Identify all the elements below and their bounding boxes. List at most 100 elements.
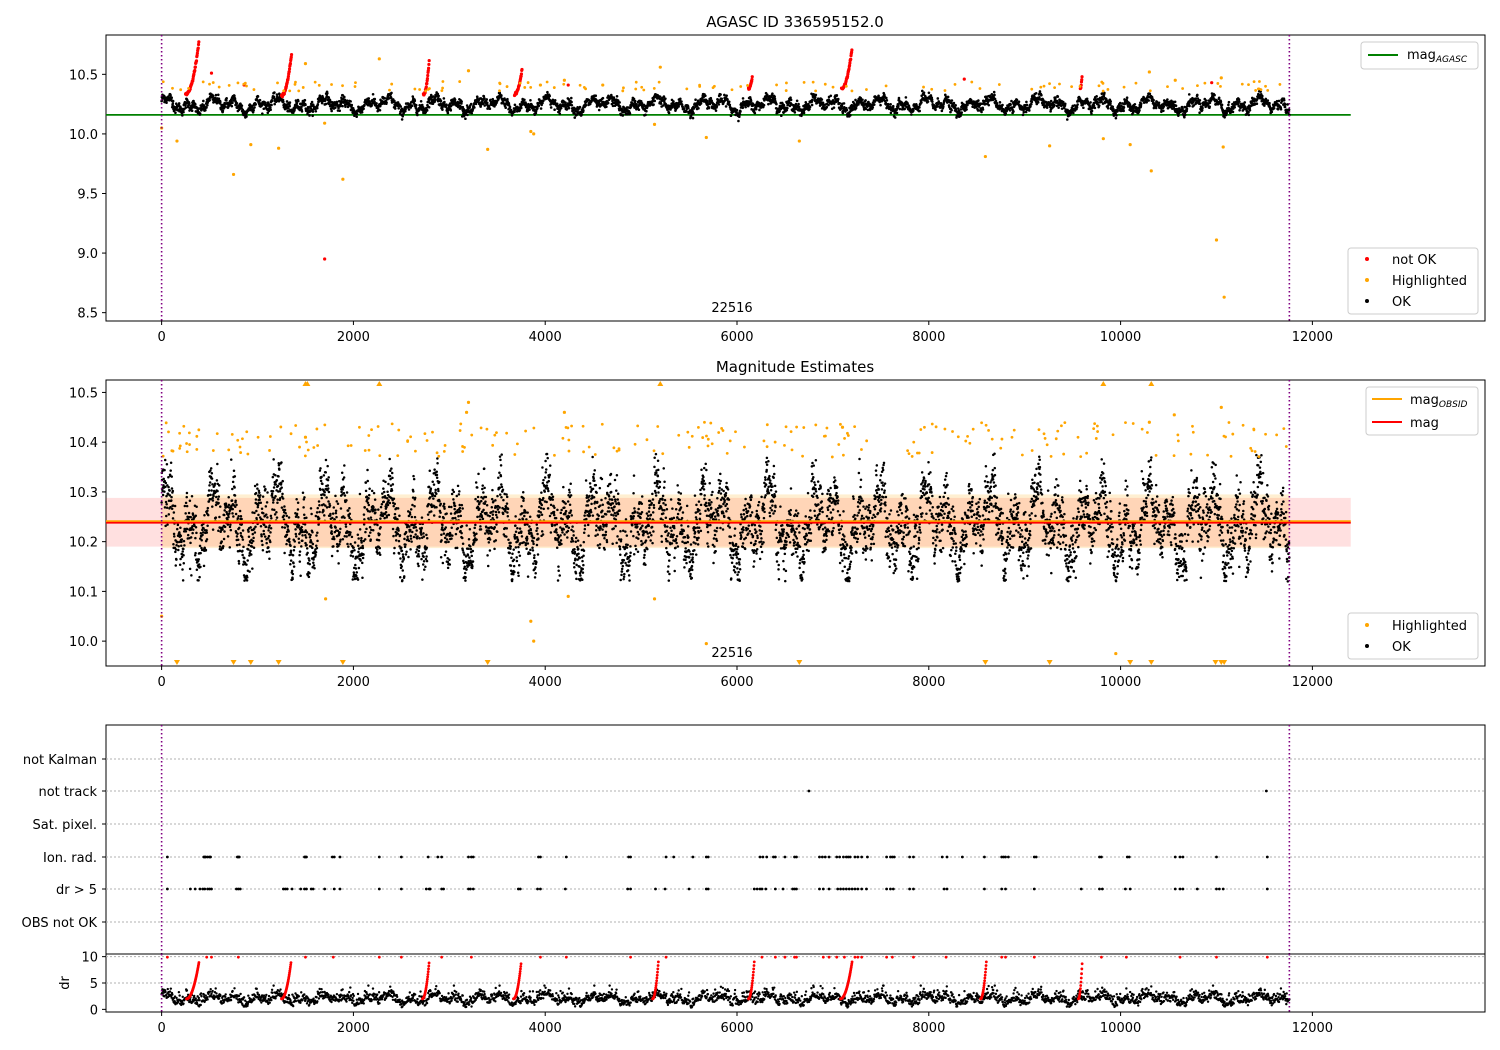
ok-point xyxy=(168,494,172,497)
ok-point xyxy=(289,544,292,547)
ok-point xyxy=(184,530,188,533)
highlighted-point xyxy=(823,82,827,86)
ok-point xyxy=(233,94,236,98)
not-ok-point xyxy=(209,71,214,75)
ok-point xyxy=(177,102,181,105)
ok-point xyxy=(254,525,257,528)
ok-point xyxy=(182,561,186,565)
highlighted-point xyxy=(440,89,444,93)
ok-point xyxy=(166,523,169,526)
highlighted-point xyxy=(685,87,689,91)
ok-point xyxy=(283,505,286,508)
ok-point xyxy=(786,106,789,110)
highlighted-point xyxy=(1147,70,1151,74)
highlighted-point xyxy=(526,81,530,84)
ok-point xyxy=(195,505,198,509)
ok-point xyxy=(1122,109,1125,113)
ok-point xyxy=(181,579,185,582)
ok-point xyxy=(903,107,907,111)
ok-point xyxy=(230,99,233,103)
ok-point xyxy=(273,513,277,516)
ok-point xyxy=(247,548,250,551)
ok-point xyxy=(375,102,378,105)
ok-point xyxy=(176,523,180,527)
ok-point xyxy=(344,105,347,108)
ok-point xyxy=(519,106,523,110)
ok-point xyxy=(169,93,172,97)
ok-point xyxy=(218,515,221,519)
ok-point xyxy=(255,483,259,486)
ok-point xyxy=(196,108,200,112)
ok-point xyxy=(400,118,404,121)
ok-point xyxy=(1085,97,1089,101)
ok-point xyxy=(173,535,176,538)
ok-point xyxy=(306,112,309,116)
ok-point xyxy=(699,102,703,105)
ok-point xyxy=(206,513,210,517)
ok-point xyxy=(849,113,852,117)
ok-point xyxy=(802,111,806,115)
ok-point xyxy=(182,110,185,114)
ok-point xyxy=(292,561,295,565)
ok-point xyxy=(691,116,695,120)
ok-point xyxy=(1008,109,1012,112)
ok-point xyxy=(298,560,302,563)
ok-point xyxy=(567,106,571,110)
highlighted-point xyxy=(1266,89,1270,92)
ok-point xyxy=(1128,103,1132,106)
ok-point xyxy=(338,109,342,113)
ok-point xyxy=(197,579,200,582)
ok-point xyxy=(362,107,365,111)
ok-point xyxy=(261,548,265,552)
ok-point xyxy=(570,103,574,107)
highlighted-point xyxy=(545,80,549,84)
ok-point xyxy=(220,540,223,543)
highlighted-point xyxy=(330,83,333,86)
ok-point xyxy=(172,532,176,536)
ok-point xyxy=(378,108,382,112)
ok-point xyxy=(1198,111,1201,114)
ok-point xyxy=(270,517,273,520)
ok-point xyxy=(443,100,446,104)
ok-point xyxy=(171,517,175,520)
highlighted-point xyxy=(390,82,394,86)
ok-point xyxy=(424,110,428,114)
ok-point xyxy=(1266,99,1270,102)
ok-point xyxy=(297,524,301,527)
ok-point xyxy=(266,537,270,540)
highlighted-point xyxy=(424,89,428,93)
y-tick-label: 10.5 xyxy=(69,386,98,401)
ok-point xyxy=(842,102,846,105)
highlighted-point xyxy=(249,143,253,147)
ok-point xyxy=(170,507,174,511)
ok-point xyxy=(193,554,197,557)
ok-point xyxy=(291,577,294,581)
ok-point xyxy=(640,102,644,105)
not-ok-point xyxy=(427,58,431,63)
ok-point xyxy=(753,111,757,115)
highlighted-point xyxy=(562,82,566,86)
not-ok-point xyxy=(197,40,201,44)
ok-point xyxy=(298,553,301,557)
ok-point xyxy=(171,99,175,103)
ok-point xyxy=(175,527,179,531)
ok-point xyxy=(795,99,799,103)
ok-point xyxy=(217,495,221,498)
ok-point xyxy=(262,511,265,515)
ok-point xyxy=(653,99,657,103)
ok-point xyxy=(304,103,307,107)
ok-point xyxy=(897,104,900,108)
ok-point xyxy=(221,109,225,113)
highlighted-point xyxy=(802,80,806,84)
ok-point xyxy=(1220,103,1224,107)
ok-point xyxy=(253,484,257,488)
not-ok-point xyxy=(750,77,754,82)
ok-point xyxy=(181,114,184,117)
highlighted-point xyxy=(1106,88,1110,91)
ok-point xyxy=(281,479,284,483)
ok-point xyxy=(715,104,719,108)
ok-point xyxy=(293,545,296,549)
highlighted-point xyxy=(1240,82,1244,86)
ok-point xyxy=(1027,109,1031,112)
ok-point xyxy=(296,99,300,103)
